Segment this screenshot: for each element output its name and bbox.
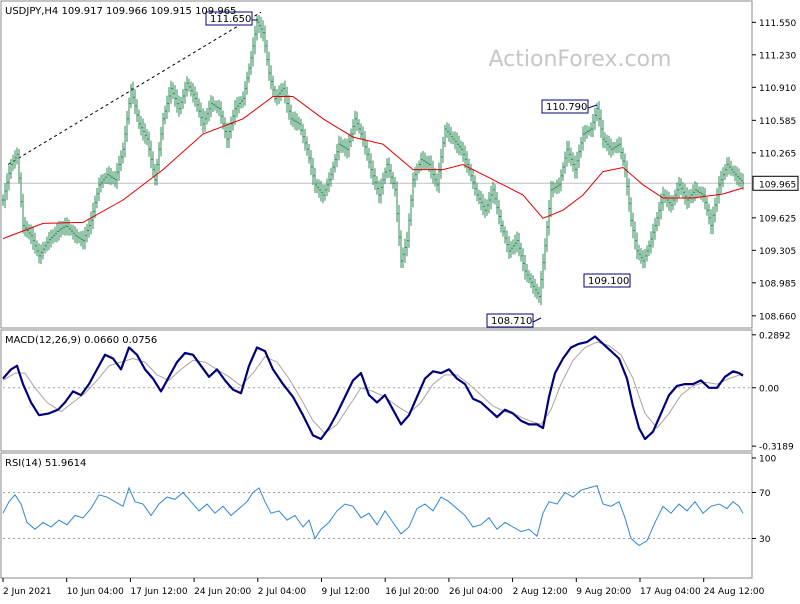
macd-panel-frame xyxy=(0,329,753,452)
rsi-header: RSI(14) 51.9614 xyxy=(5,458,86,469)
current-price-box xyxy=(752,175,799,191)
annotations-layer: 111.650 110.790 109.100 108.710 xyxy=(205,11,631,328)
watermark: ActionForex.com xyxy=(489,47,672,72)
macd-header: MACD(12,26,9) 0.0660 0.0756 xyxy=(5,335,157,346)
moving-average-layer xyxy=(2,96,744,240)
candles-layer xyxy=(2,15,744,306)
rsi-tick-label: 100 xyxy=(759,455,776,465)
time-tick-label: 16 Jul 20:00 xyxy=(385,587,439,597)
annotation-leader xyxy=(532,317,542,323)
annotation-label: 108.710 xyxy=(491,316,532,327)
annotation-leader xyxy=(587,104,598,109)
macd-tick-label: 0.2892 xyxy=(759,331,791,341)
rsi-layer xyxy=(2,484,744,547)
trendline-layer xyxy=(7,11,262,165)
price-tick-label: 109.305 xyxy=(759,247,796,257)
time-tick-label: 10 Jun 04:00 xyxy=(67,587,124,597)
macd-main-line xyxy=(2,335,744,441)
annotation-label: 110.790 xyxy=(546,102,587,113)
time-tick-label: 2 Jul 04:00 xyxy=(258,587,307,597)
price-axis: 111.550 111.230 110.910 110.585 110.265 109.6… xyxy=(752,19,799,322)
time-tick-label: 17 Aug 04:00 xyxy=(640,587,701,597)
price-tick-label: 108.985 xyxy=(759,279,796,289)
annotation-label: 111.650 xyxy=(210,14,251,25)
trendline xyxy=(7,11,262,165)
annotation-box xyxy=(583,273,631,288)
time-tick-label: 17 Jun 12:00 xyxy=(130,587,187,597)
time-tick-label: 9 Jul 12:00 xyxy=(322,587,371,597)
price-tick-label: 111.230 xyxy=(759,51,796,61)
rsi-axis: 100 70 30 xyxy=(752,455,776,545)
macd-layer xyxy=(2,335,744,441)
annotation-box xyxy=(486,313,534,328)
macd-tick-label: 0.00 xyxy=(759,384,779,394)
macd-tick-label: -0.3189 xyxy=(759,443,794,453)
current-price-label: 109.965 xyxy=(759,180,796,190)
rsi-line xyxy=(2,484,744,547)
rsi-tick-label: 30 xyxy=(759,535,771,545)
time-tick-label: 26 Jul 04:00 xyxy=(449,587,503,597)
rsi-tick-label: 70 xyxy=(759,489,771,499)
time-tick-label: 24 Jun 20:00 xyxy=(194,587,251,597)
time-tick-label: 24 Aug 12:00 xyxy=(704,587,765,597)
price-tick-label: 110.265 xyxy=(759,149,796,159)
price-tick-label: 110.910 xyxy=(759,84,796,94)
macd-axis: 0.2892 0.00 -0.3189 xyxy=(752,331,794,453)
price-header: USDJPY,H4 109.917 109.966 109.915 109.96… xyxy=(5,6,236,17)
time-tick-label: 2 Aug 12:00 xyxy=(513,587,568,597)
price-tick-label: 109.625 xyxy=(759,214,796,224)
price-tick-label: 111.550 xyxy=(759,19,796,29)
annotation-label: 109.100 xyxy=(588,276,629,287)
time-axis: 2 Jun 2021 10 Jun 04:00 17 Jun 12:00 24 Jun… xyxy=(2,578,765,597)
moving-average-line xyxy=(2,96,744,240)
rsi-panel-frame xyxy=(0,452,753,579)
time-tick-label: 9 Aug 20:00 xyxy=(576,587,631,597)
price-tick-label: 110.585 xyxy=(759,117,796,127)
annotation-box xyxy=(541,99,589,114)
time-tick-label: 2 Jun 2021 xyxy=(3,587,51,597)
price-tick-label: 108.660 xyxy=(759,312,796,322)
annotation-box xyxy=(205,11,253,26)
